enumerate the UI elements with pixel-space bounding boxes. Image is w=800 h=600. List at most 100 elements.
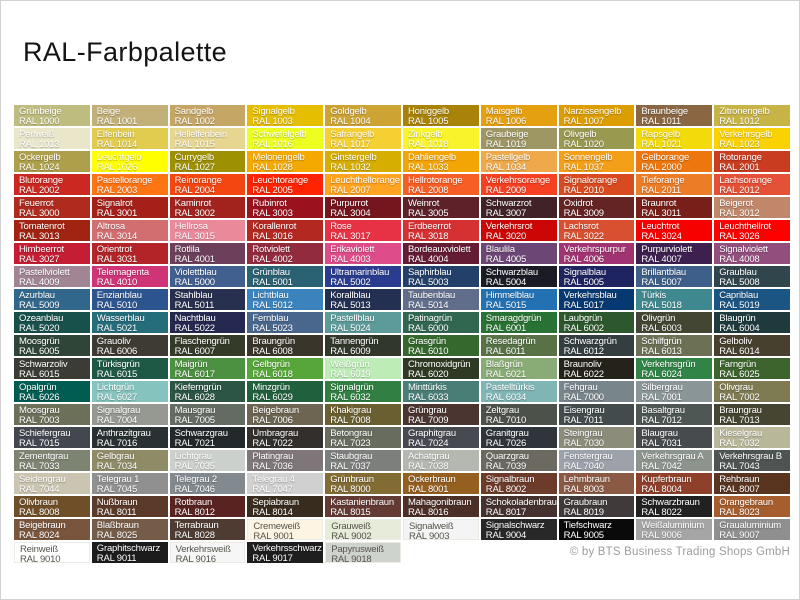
- color-swatch[interactable]: Moosgrün RAL 6005: [14, 335, 90, 356]
- color-swatch[interactable]: Pastellgelb RAL 1034: [480, 151, 557, 172]
- color-swatch[interactable]: Grüngrau RAL 7009: [403, 404, 479, 425]
- color-swatch[interactable]: Saphirblau RAL 5003: [403, 266, 479, 287]
- color-swatch[interactable]: Patinagrün RAL 6000: [403, 312, 479, 333]
- color-swatch[interactable]: Rose RAL 3017: [325, 220, 401, 241]
- color-swatch[interactable]: Terrabraun RAL 8028: [169, 519, 246, 540]
- color-swatch[interactable]: Telegrau 1 RAL 7045: [91, 473, 168, 494]
- color-swatch[interactable]: Olivgrün RAL 6003: [636, 312, 713, 333]
- color-swatch[interactable]: Rapsgelb RAL 1021: [636, 128, 713, 149]
- color-swatch[interactable]: Verkehrsgrau B RAL 7043: [714, 450, 790, 471]
- color-swatch[interactable]: Leuchthellorange RAL 2007: [325, 174, 401, 195]
- color-swatch[interactable]: Türkisgrün RAL 6015: [91, 358, 168, 379]
- color-swatch[interactable]: Himmelblau RAL 5015: [480, 289, 557, 310]
- color-swatch[interactable]: Anthrazitgrau RAL 7016: [91, 427, 168, 448]
- color-swatch[interactable]: Weißgrün RAL 6019: [325, 358, 401, 379]
- color-swatch[interactable]: Verkehrsgrau A RAL 7042: [636, 450, 713, 471]
- color-swatch[interactable]: Beigebraun RAL 8024: [14, 519, 90, 540]
- color-swatch[interactable]: Violettblau RAL 5000: [169, 266, 246, 287]
- color-swatch[interactable]: Schiefergrau RAL 7015: [14, 427, 90, 448]
- color-swatch[interactable]: Sepiabraun RAL 8014: [247, 496, 324, 517]
- color-swatch[interactable]: Ultramarinblau RAL 5002: [325, 266, 401, 287]
- color-swatch[interactable]: Himbeerrot RAL 3027: [14, 243, 90, 264]
- color-swatch[interactable]: Kieferngrün RAL 6028: [169, 381, 246, 402]
- color-swatch[interactable]: Khakigrau RAL 7008: [325, 404, 401, 425]
- color-swatch[interactable]: Korallblau RAL 5013: [325, 289, 401, 310]
- color-swatch[interactable]: Telegrau 2 RAL 7046: [169, 473, 246, 494]
- color-swatch[interactable]: Altrosa RAL 3014: [91, 220, 168, 241]
- color-swatch[interactable]: Steingrau RAL 7030: [558, 427, 635, 448]
- color-swatch[interactable]: Mahagonibraun RAL 8016: [403, 496, 479, 517]
- color-swatch[interactable]: Fenstergrau RAL 7040: [558, 450, 635, 471]
- color-swatch[interactable]: Farngrün RAL 6025: [714, 358, 790, 379]
- color-swatch[interactable]: Grünbraun RAL 8000: [325, 473, 401, 494]
- color-swatch[interactable]: Ockerbraun RAL 8001: [403, 473, 479, 494]
- color-swatch[interactable]: Sandgelb RAL 1002: [169, 105, 246, 126]
- color-swatch[interactable]: Lachsrot RAL 3022: [558, 220, 635, 241]
- color-swatch[interactable]: Schwarzoliv RAL 6015: [14, 358, 90, 379]
- color-swatch[interactable]: Beige RAL 1001: [91, 105, 168, 126]
- color-swatch[interactable]: Signalrot RAL 3001: [91, 197, 168, 218]
- color-swatch[interactable]: Rehbraun RAL 8007: [714, 473, 790, 494]
- color-swatch[interactable]: Zitronengelb RAL 1012: [714, 105, 790, 126]
- color-swatch[interactable]: Kupferbraun RAL 8004: [636, 473, 713, 494]
- color-swatch[interactable]: Rotlila RAL 4001: [169, 243, 246, 264]
- color-swatch[interactable]: Grünblau RAL 5001: [247, 266, 324, 287]
- color-swatch[interactable]: Grauoliv RAL 6006: [91, 335, 168, 356]
- color-swatch[interactable]: Narzissengelb RAL 1007: [558, 105, 635, 126]
- color-swatch[interactable]: Signalbraun RAL 8002: [480, 473, 557, 494]
- color-swatch[interactable]: Laubgrün RAL 6002: [558, 312, 635, 333]
- color-swatch[interactable]: Oxidrot RAL 3009: [558, 197, 635, 218]
- color-swatch[interactable]: Hellelfenbein RAL 1015: [169, 128, 246, 149]
- color-swatch[interactable]: Orientrot RAL 3031: [91, 243, 168, 264]
- color-swatch[interactable]: Olivgrau RAL 7002: [714, 381, 790, 402]
- color-swatch[interactable]: Signalgelb RAL 1003: [247, 105, 324, 126]
- color-swatch[interactable]: Graualuminium RAL 9007: [714, 519, 790, 540]
- color-swatch[interactable]: Leuchtorange RAL 2005: [247, 174, 324, 195]
- color-swatch[interactable]: Braungrau RAL 7013: [714, 404, 790, 425]
- color-swatch[interactable]: Honiggelb RAL 1005: [403, 105, 479, 126]
- color-swatch[interactable]: Blaßgrün RAL 6021: [480, 358, 557, 379]
- color-swatch[interactable]: Flaschengrün RAL 6007: [169, 335, 246, 356]
- color-swatch[interactable]: Betongrau RAL 7023: [325, 427, 401, 448]
- color-swatch[interactable]: Zinkgelb RAL 1018: [403, 128, 479, 149]
- color-swatch[interactable]: Pastelltürkis RAL 6034: [480, 381, 557, 402]
- color-swatch[interactable]: Melonengelb RAL 1028: [247, 151, 324, 172]
- color-swatch[interactable]: Hellrosa RAL 3015: [169, 220, 246, 241]
- color-swatch[interactable]: Fernblau RAL 5023: [247, 312, 324, 333]
- color-swatch[interactable]: Graublau RAL 5008: [714, 266, 790, 287]
- color-swatch[interactable]: Mausgrau RAL 7005: [169, 404, 246, 425]
- color-swatch[interactable]: Schwarzbraun RAL 8022: [636, 496, 713, 517]
- color-swatch[interactable]: Blutorange RAL 2002: [14, 174, 90, 195]
- color-swatch[interactable]: Tiefschwarz RAL 9005: [558, 519, 635, 540]
- color-swatch[interactable]: Rotorange RAL 2001: [714, 151, 790, 172]
- color-swatch[interactable]: Verkehrsweiß RAL 9016: [169, 542, 246, 563]
- color-swatch[interactable]: Schwarzgrün RAL 6012: [558, 335, 635, 356]
- color-swatch[interactable]: Capriblau RAL 5019: [714, 289, 790, 310]
- color-swatch[interactable]: Braunrot RAL 3011: [636, 197, 713, 218]
- color-swatch[interactable]: Brillantblau RAL 5007: [636, 266, 713, 287]
- color-swatch[interactable]: Bordeauxviolett RAL 4004: [403, 243, 479, 264]
- color-swatch[interactable]: Weißaluminium RAL 9006: [636, 519, 713, 540]
- color-swatch[interactable]: Graubeige RAL 1019: [480, 128, 557, 149]
- color-swatch[interactable]: Blaugrün RAL 6004: [714, 312, 790, 333]
- color-swatch[interactable]: Signalblau RAL 5005: [558, 266, 635, 287]
- color-swatch[interactable]: Nußbraun RAL 8011: [91, 496, 168, 517]
- color-swatch[interactable]: Pastellblau RAL 5024: [325, 312, 401, 333]
- color-swatch[interactable]: Erikaviolett RAL 4003: [325, 243, 401, 264]
- color-swatch[interactable]: Tomatenrot RAL 3013: [14, 220, 90, 241]
- color-swatch[interactable]: Kieselgrau RAL 7032: [714, 427, 790, 448]
- color-swatch[interactable]: Schokoladenbraun RAL 8017: [480, 496, 557, 517]
- color-swatch[interactable]: Grünbeige RAL 1000: [14, 105, 90, 126]
- color-swatch[interactable]: Verkehrsrot RAL 3020: [480, 220, 557, 241]
- color-swatch[interactable]: Kaminrot RAL 3002: [169, 197, 246, 218]
- color-swatch[interactable]: Tieforange RAL 2011: [636, 174, 713, 195]
- color-swatch[interactable]: Signalweiß RAL 9003: [403, 519, 479, 540]
- color-swatch[interactable]: Lichtblau RAL 5012: [247, 289, 324, 310]
- color-swatch[interactable]: Gelbgrün RAL 6018: [247, 358, 324, 379]
- color-swatch[interactable]: Feuerrot RAL 3000: [14, 197, 90, 218]
- color-swatch[interactable]: Fehgrau RAL 7000: [558, 381, 635, 402]
- color-swatch[interactable]: Graubraun RAL 8019: [558, 496, 635, 517]
- color-swatch[interactable]: Pastellviolett RAL 4009: [14, 266, 90, 287]
- color-swatch[interactable]: Grasgrün RAL 6010: [403, 335, 479, 356]
- color-swatch[interactable]: Pastellorange RAL 2003: [91, 174, 168, 195]
